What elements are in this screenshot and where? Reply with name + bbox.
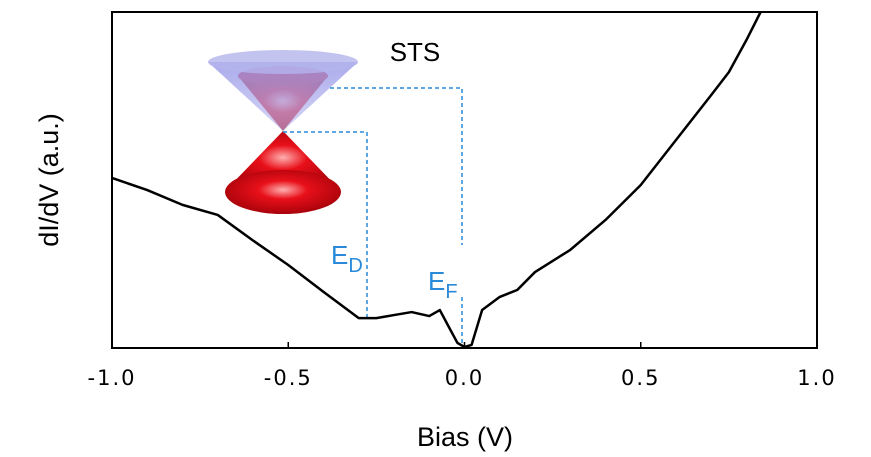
x-tick-label: 1.0 [797, 366, 836, 390]
annotation: E [428, 266, 445, 296]
annotation: E [331, 240, 348, 270]
x-tick-label: -1.0 [88, 366, 137, 390]
annotation-sub: F [445, 281, 457, 303]
x-tick-label: -0.5 [264, 366, 313, 390]
x-tick-label: 0.0 [445, 366, 484, 390]
x-axis-label: Bias (V) [417, 422, 513, 452]
annotation: EF [428, 266, 458, 303]
annotation: ED [331, 240, 363, 277]
y-axis-label: dI/dV (a.u.) [34, 113, 64, 247]
x-tick-label: 0.5 [621, 366, 660, 390]
annotation: STS [390, 37, 441, 67]
chart: STS ED EF Bias (V) dI/dV (a.u.) -1.0-0.5… [0, 0, 871, 457]
fermi-guide [330, 88, 462, 245]
annotation-sub: D [348, 255, 362, 277]
